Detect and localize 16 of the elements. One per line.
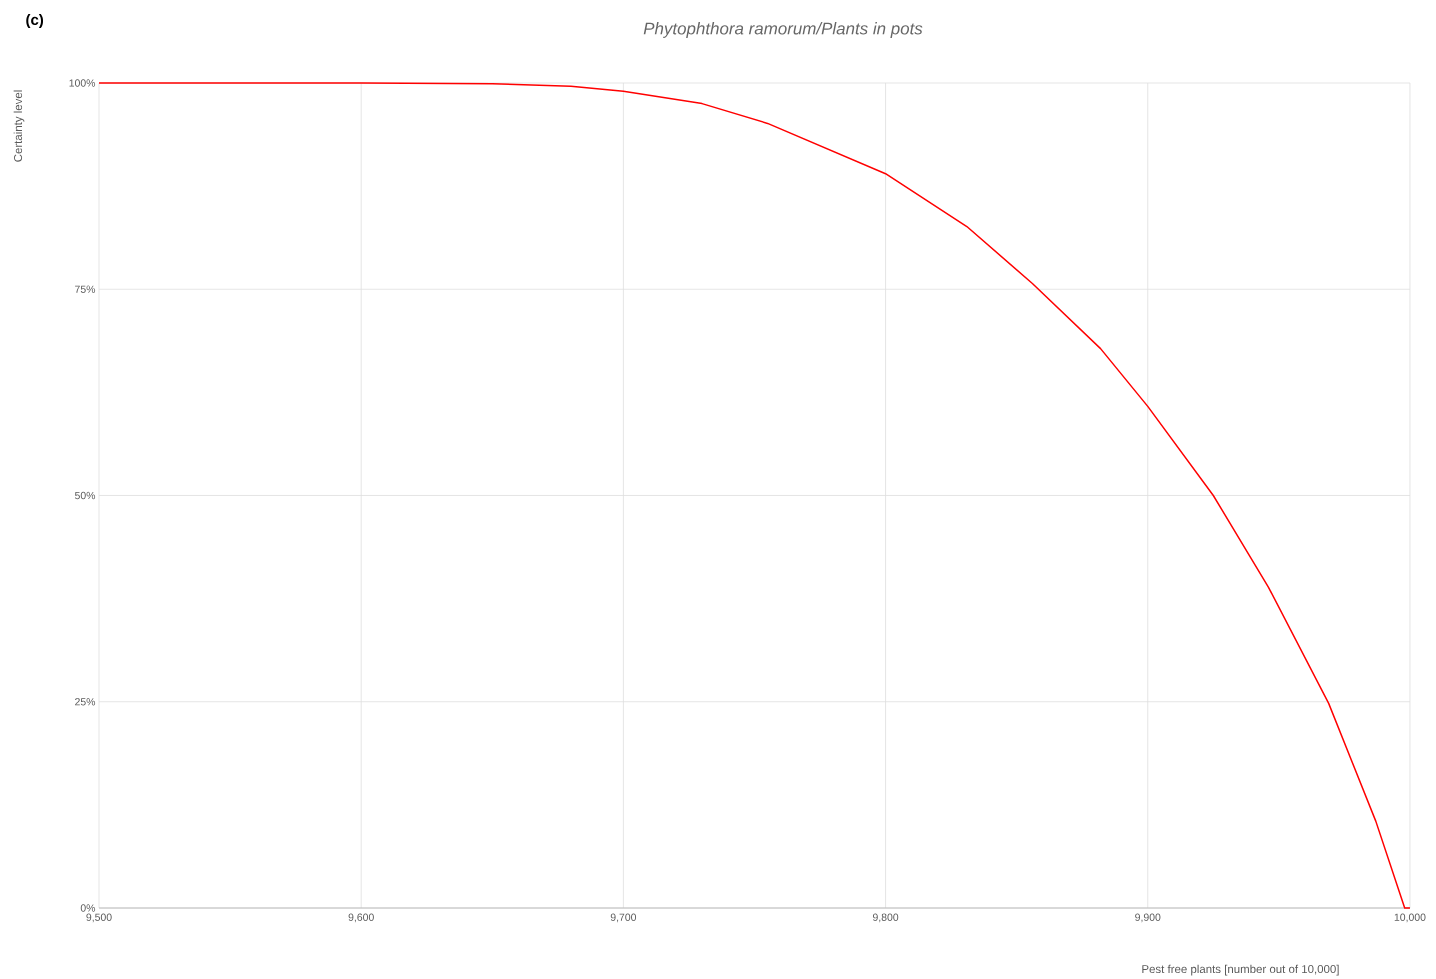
y-tick-label: 75% — [75, 285, 96, 293]
x-tick-label: 9,800 — [872, 913, 899, 923]
x-tick-label: 10,000 — [1394, 913, 1426, 923]
y-axis-title: Certainty level — [13, 90, 25, 162]
x-tick-label: 9,600 — [348, 913, 374, 923]
x-tick-label: 9,500 — [86, 913, 112, 923]
line-series — [98, 82, 1411, 909]
y-tick-label: 0% — [80, 904, 96, 912]
text: (c) — [26, 14, 44, 28]
y-tick-label: 50% — [74, 491, 96, 500]
y-tick-label: 100% — [69, 79, 96, 87]
chart-title: Phytophthora ramorum/Plants in pots — [643, 22, 923, 38]
x-tick-label: 9,900 — [1135, 913, 1161, 923]
x-tick-label: 9,700 — [610, 913, 637, 923]
x-axis-title: Pest free plants [number out of 10,000] — [1142, 964, 1339, 976]
y-tick-label: 25% — [75, 698, 96, 706]
